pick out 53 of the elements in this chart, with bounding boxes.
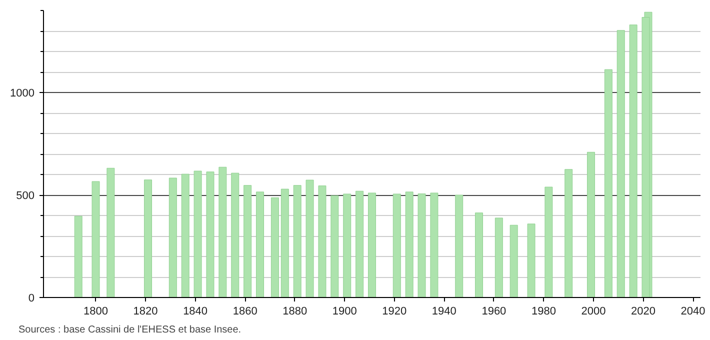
x-tick-label: 1900 [332, 306, 357, 318]
bar [564, 169, 573, 298]
bar [356, 190, 364, 298]
bar [106, 168, 115, 298]
bar [74, 216, 82, 298]
bar [318, 186, 326, 298]
bar [144, 180, 152, 298]
bar [368, 192, 376, 298]
bar [194, 170, 202, 298]
bar [587, 152, 595, 298]
bar [168, 178, 177, 298]
x-tick-label: 1920 [382, 306, 407, 318]
bar [231, 172, 240, 298]
source-note: Sources : base Cassini de l'EHESS et base Insee. [18, 324, 242, 336]
x-tick-label: 1960 [482, 306, 506, 318]
y-tick-label: 500 [16, 190, 35, 202]
x-tick-label: 2000 [581, 306, 606, 318]
x-tick-label: 1940 [432, 306, 456, 318]
bar [280, 188, 289, 298]
bar [629, 24, 638, 298]
x-tick-label: 1820 [133, 306, 158, 318]
bar [181, 174, 190, 298]
bar [392, 194, 401, 298]
x-tick-label: 1880 [282, 306, 308, 318]
bar [206, 172, 214, 298]
x-tick-label: 1860 [232, 306, 258, 318]
y-tick-label: 0 [28, 292, 35, 304]
bar [92, 181, 100, 298]
x-tick-label: 2020 [631, 306, 656, 318]
bar [244, 185, 252, 298]
bar [604, 69, 612, 298]
bar [418, 194, 426, 298]
x-tick-label: 1840 [183, 306, 208, 318]
bar [430, 192, 438, 298]
bar [343, 194, 352, 298]
bar [330, 195, 339, 298]
x-tick-label: 2040 [680, 306, 706, 318]
bar [475, 212, 483, 298]
bar [306, 180, 314, 298]
x-tick-label: 1800 [84, 306, 108, 318]
bar [527, 224, 536, 298]
bar [544, 186, 553, 298]
y-tick-label: 1000 [10, 88, 35, 100]
bar [494, 218, 503, 298]
bar [293, 185, 302, 298]
bar [510, 224, 518, 298]
bar [270, 197, 279, 298]
bar [256, 192, 264, 298]
bar [616, 30, 625, 298]
bar [455, 194, 464, 298]
bar [405, 192, 414, 298]
bar [218, 166, 227, 298]
x-tick-label: 1980 [531, 306, 556, 318]
